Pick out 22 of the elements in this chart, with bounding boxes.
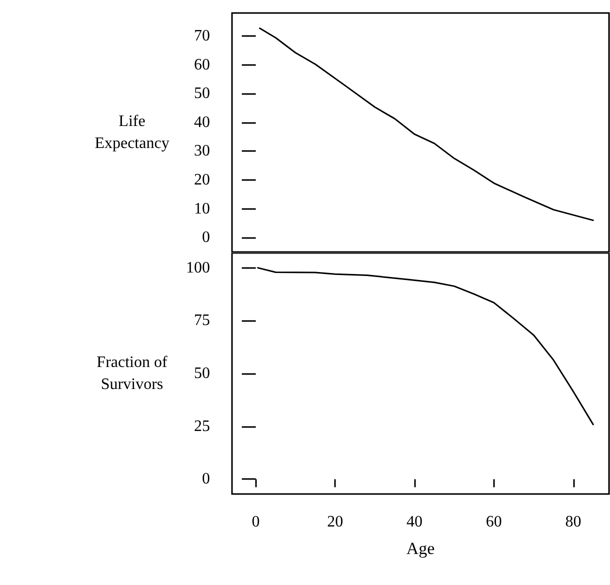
y-tick-label: 0 bbox=[202, 229, 210, 246]
x-tick-label: 40 bbox=[406, 514, 423, 530]
y-tick-label: 70 bbox=[194, 28, 210, 45]
y-tick-label: 25 bbox=[194, 418, 210, 435]
x-tick-label: 80 bbox=[565, 514, 582, 530]
y-axis-title: Life Expectancy bbox=[94, 113, 170, 152]
x-tick-label: 0 bbox=[252, 514, 260, 530]
y-tick-label: 10 bbox=[194, 200, 210, 218]
y-tick-label: 60 bbox=[194, 56, 210, 74]
y-tick-label: 0 bbox=[202, 470, 210, 488]
y-tick-label: 30 bbox=[194, 142, 210, 160]
x-axis-title: Age bbox=[406, 539, 435, 558]
x-tick-label: 60 bbox=[486, 514, 502, 530]
y-tick-label: 20 bbox=[194, 172, 210, 189]
y-axis-title: Fraction of Survivors bbox=[96, 354, 168, 393]
y-tick-label: 75 bbox=[194, 312, 210, 330]
y-tick-label: 50 bbox=[194, 365, 210, 382]
line-series bbox=[259, 28, 594, 222]
x-tick-label: 20 bbox=[327, 514, 344, 530]
y-tick-label: 100 bbox=[186, 259, 210, 276]
y-tick-label: 40 bbox=[194, 114, 210, 131]
y-tick-label: 50 bbox=[194, 85, 210, 102]
